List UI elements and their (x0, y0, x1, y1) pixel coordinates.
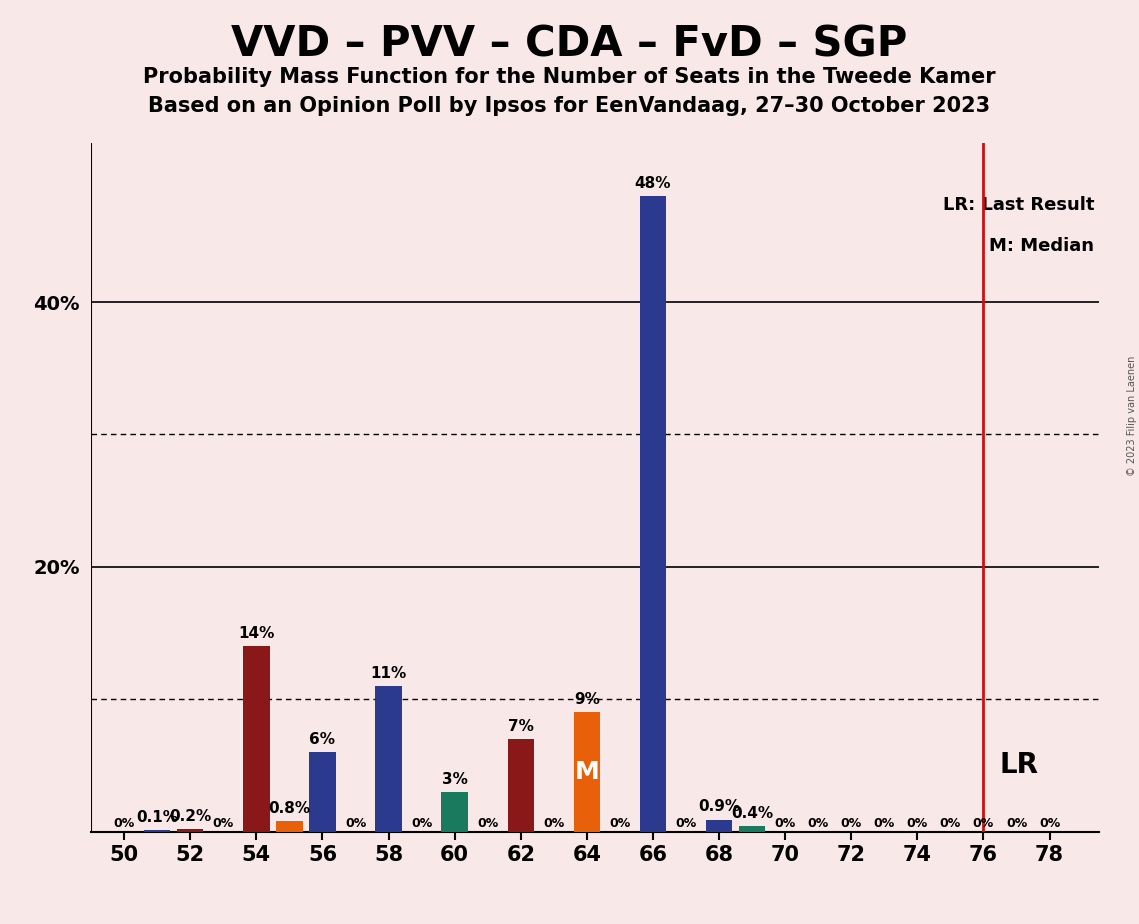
Text: Probability Mass Function for the Number of Seats in the Tweede Kamer: Probability Mass Function for the Number… (144, 67, 995, 87)
Text: 11%: 11% (370, 665, 407, 681)
Bar (276, 821, 303, 832)
Text: 0%: 0% (114, 817, 134, 830)
Text: 0%: 0% (345, 817, 366, 830)
Text: 14%: 14% (238, 626, 274, 641)
Text: 0%: 0% (1006, 817, 1027, 830)
Text: 0.2%: 0.2% (170, 808, 212, 823)
Bar (243, 646, 270, 832)
Bar (508, 739, 534, 832)
Text: 0%: 0% (775, 817, 796, 830)
Bar (376, 686, 402, 832)
Text: 6%: 6% (310, 732, 336, 747)
Text: 7%: 7% (508, 719, 534, 734)
Text: LR: LR (1000, 750, 1039, 779)
Text: 0%: 0% (1039, 817, 1060, 830)
Text: 0.8%: 0.8% (269, 801, 311, 816)
Text: VVD – PVV – CDA – FvD – SGP: VVD – PVV – CDA – FvD – SGP (231, 23, 908, 65)
Bar (144, 831, 171, 832)
Text: Based on an Opinion Poll by Ipsos for EenVandaag, 27–30 October 2023: Based on an Opinion Poll by Ipsos for Ee… (148, 96, 991, 116)
Bar (739, 826, 765, 832)
Bar (177, 829, 204, 832)
Text: 0%: 0% (874, 817, 895, 830)
Text: 0%: 0% (973, 817, 994, 830)
Text: 0%: 0% (543, 817, 565, 830)
Text: 0.9%: 0.9% (698, 799, 740, 814)
Bar (574, 712, 600, 832)
Text: 48%: 48% (634, 176, 671, 191)
Bar (442, 792, 468, 832)
Text: 0%: 0% (477, 817, 499, 830)
Text: M: M (574, 760, 599, 784)
Text: 0%: 0% (411, 817, 432, 830)
Bar (706, 820, 732, 832)
Text: 0%: 0% (907, 817, 928, 830)
Text: 0%: 0% (841, 817, 862, 830)
Text: 9%: 9% (574, 692, 600, 707)
Text: LR: Last Result: LR: Last Result (943, 196, 1095, 214)
Text: 3%: 3% (442, 772, 468, 786)
Text: 0%: 0% (675, 817, 697, 830)
Text: 0%: 0% (609, 817, 631, 830)
Text: M: Median: M: Median (989, 237, 1095, 255)
Text: 0%: 0% (213, 817, 233, 830)
Bar (310, 752, 336, 832)
Text: 0%: 0% (808, 817, 829, 830)
Bar (640, 196, 666, 832)
Text: 0%: 0% (940, 817, 961, 830)
Text: 0.4%: 0.4% (731, 806, 773, 821)
Text: 0.1%: 0.1% (137, 810, 178, 825)
Text: © 2023 Filip van Laenen: © 2023 Filip van Laenen (1126, 356, 1137, 476)
